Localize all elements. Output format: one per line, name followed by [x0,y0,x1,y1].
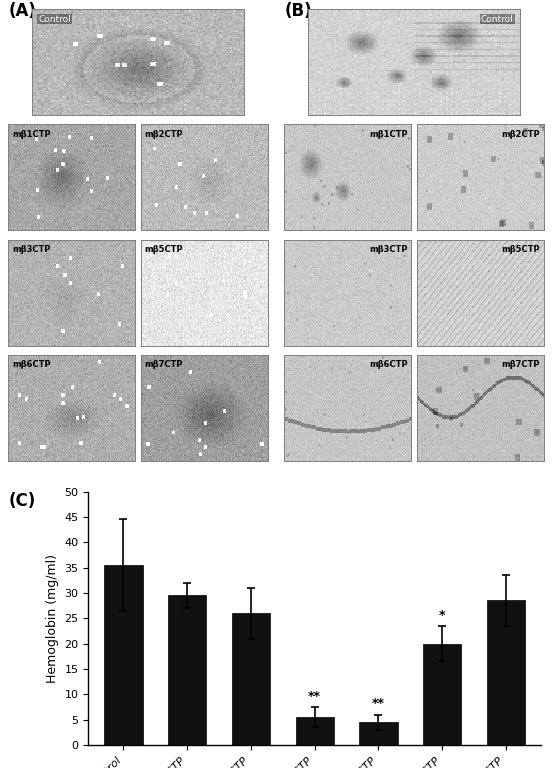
Text: (A): (A) [8,2,36,20]
Bar [232,613,270,745]
Bar [104,565,142,745]
Text: **: ** [308,690,321,703]
Bar [359,722,397,745]
Text: (B): (B) [284,2,312,20]
Text: (C): (C) [9,492,36,511]
Bar [168,595,206,745]
Text: **: ** [372,697,385,710]
Bar [423,644,461,745]
Bar [487,601,525,745]
Bar [295,717,334,745]
Text: *: * [439,609,445,622]
Y-axis label: Hemoglobin (mg/ml): Hemoglobin (mg/ml) [46,554,59,683]
